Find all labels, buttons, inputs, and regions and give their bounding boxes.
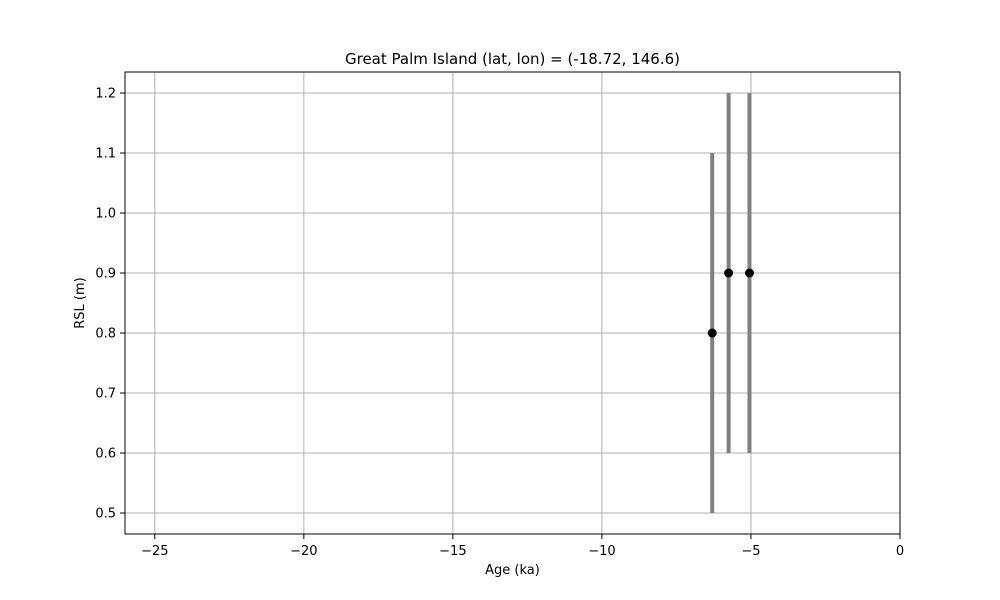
y-tick-label: 0.7: [95, 387, 116, 402]
x-axis-ticks: −25 −20 −15 −10 −5 0: [141, 534, 904, 559]
x-tick-label: −20: [290, 544, 317, 559]
x-tick-label: −5: [741, 544, 760, 559]
y-tick-label: 0.6: [95, 447, 116, 462]
rsl-data-point: [724, 268, 734, 278]
y-tick-label: 0.8: [95, 327, 116, 342]
x-tick-label: −10: [588, 544, 615, 559]
grid-layer: [125, 72, 901, 534]
x-tick-label: −25: [141, 544, 168, 559]
x-tick-label: 0: [896, 544, 904, 559]
y-tick-label: 0.9: [95, 267, 116, 282]
y-axis-label: RSL (m): [73, 277, 88, 328]
x-tick-label: −15: [439, 544, 466, 559]
y-tick-label: 1.2: [95, 87, 116, 102]
point-layer: [707, 268, 754, 338]
y-axis-ticks: 0.5 0.6 0.7 0.8 0.9 1.0 1.1 1.2: [95, 87, 125, 522]
rsl-data-point: [707, 328, 717, 338]
y-tick-label: 1.1: [95, 147, 116, 162]
errorbar-layer: [710, 93, 752, 513]
axes-frame: [124, 71, 901, 535]
y-tick-label: 0.5: [95, 507, 116, 522]
rsl-data-point: [744, 268, 754, 278]
x-axis-label: Age (ka): [485, 563, 540, 578]
y-tick-label: 1.0: [95, 207, 116, 222]
chart-title: Great Palm Island (lat, lon) = (-18.72, …: [345, 50, 680, 68]
